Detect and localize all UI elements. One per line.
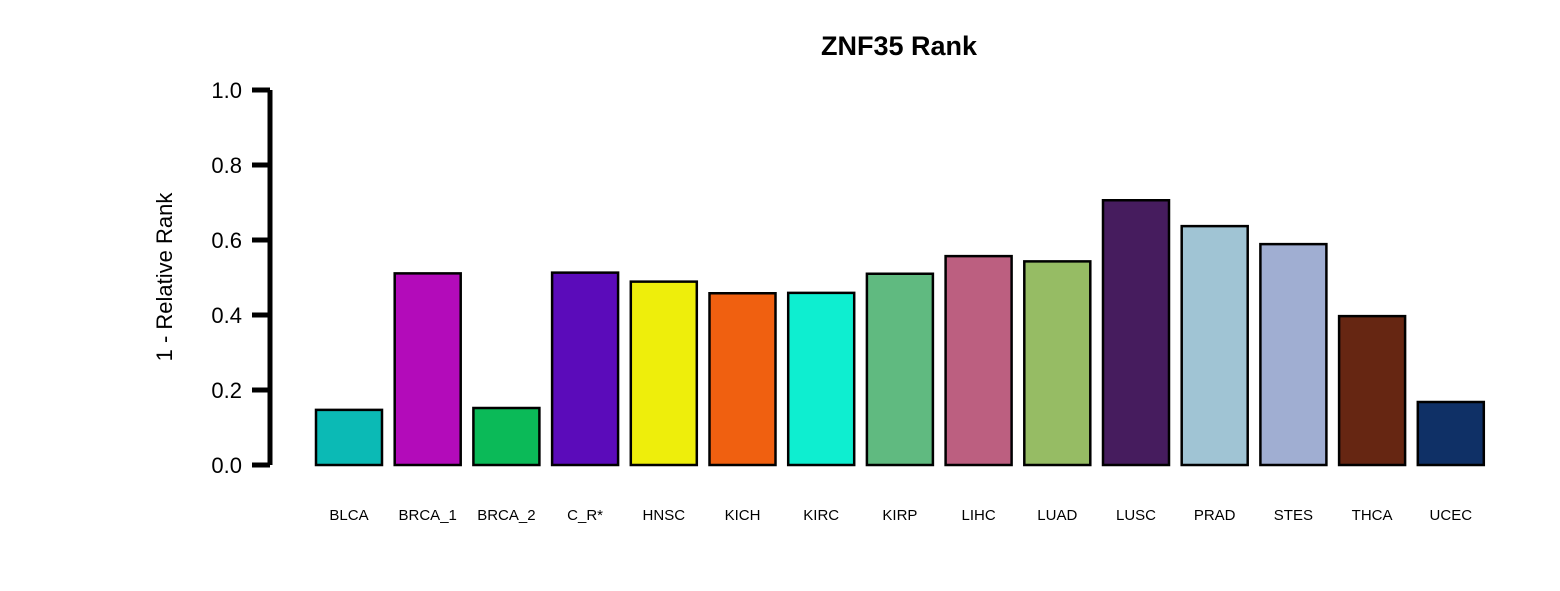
bar-brca-1: [393, 272, 462, 467]
y-axis-label: 1 - Relative Rank: [152, 192, 177, 362]
bar-kirc: [786, 291, 856, 467]
y-tick-label: 0.2: [211, 378, 242, 403]
x-tick-label: BRCA_2: [477, 507, 535, 524]
bar-lihc: [944, 254, 1013, 467]
y-tick-label: 1.0: [211, 78, 242, 103]
x-tick-labels: BLCA BRCA_1 BRCA_2 C_R* HNSC KICH KIRC KIRP LIHC…: [329, 507, 1472, 524]
x-tick-label: KIRP: [882, 507, 917, 524]
x-tick-label: HNSC: [643, 507, 686, 524]
x-tick-label: STES: [1274, 507, 1313, 524]
y-tick-label: 0.8: [211, 153, 242, 178]
bar-brca-2: [472, 406, 541, 467]
x-tick-label: LUSC: [1116, 507, 1156, 524]
y-tick-label: 0.0: [211, 453, 242, 478]
x-tick-label: THCA: [1352, 507, 1393, 524]
x-tick-label: UCEC: [1430, 507, 1473, 524]
bar-blca: [314, 408, 384, 467]
y-tick-label: 0.6: [211, 228, 242, 253]
bar-prad: [1180, 224, 1249, 467]
x-tick-label: LUAD: [1037, 507, 1077, 524]
bar-luad: [1023, 260, 1092, 467]
x-tick-label: BRCA_1: [399, 507, 457, 524]
y-tick-label: 0.4: [211, 303, 242, 328]
bars-group: [314, 199, 1486, 467]
bar-c-r-: [550, 271, 620, 467]
y-axis: 0.0 0.2 0.4 0.6 0.8 1.0: [211, 78, 273, 478]
x-tick-label: PRAD: [1194, 507, 1236, 524]
bar-kich: [708, 292, 777, 467]
x-tick-label: LIHC: [962, 507, 996, 524]
chart-title: ZNF35 Rank: [821, 31, 978, 61]
x-tick-label: KICH: [725, 507, 761, 524]
bar-stes: [1259, 242, 1328, 467]
x-tick-label: C_R*: [567, 507, 603, 524]
bar-thca: [1337, 314, 1407, 467]
x-tick-label: KIRC: [803, 507, 839, 524]
x-tick-label: BLCA: [329, 507, 368, 524]
bar-lusc: [1101, 199, 1171, 467]
bar-kirp: [865, 272, 935, 467]
bar-hnsc: [629, 280, 699, 467]
bar-ucec: [1416, 400, 1486, 467]
